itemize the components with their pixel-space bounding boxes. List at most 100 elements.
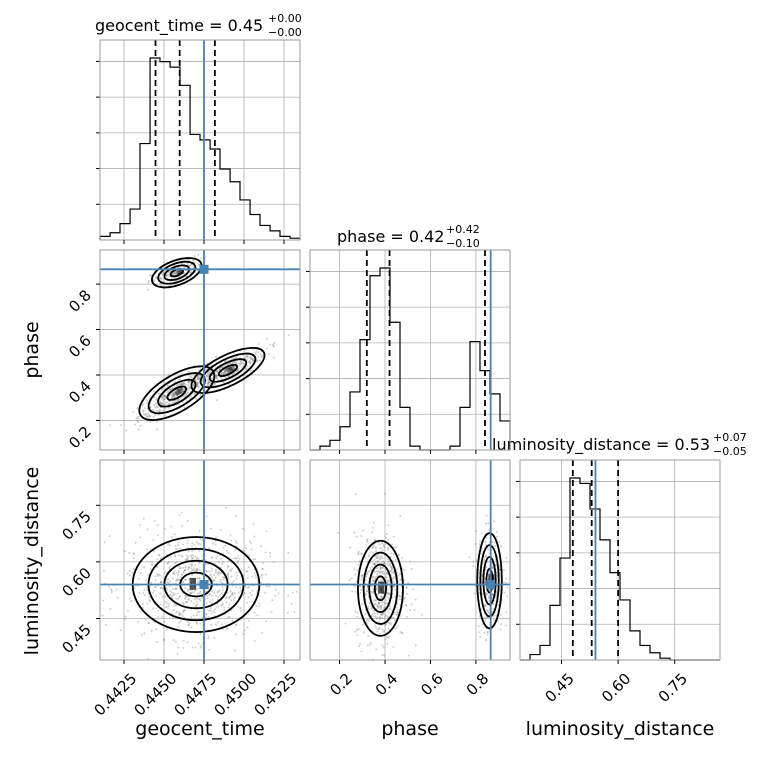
scatter-point-407 <box>141 606 144 609</box>
scatter-point-546 <box>264 551 267 554</box>
scatter-point-412 <box>160 396 163 399</box>
scatter-point-320 <box>187 381 190 384</box>
scatter-points <box>108 253 290 432</box>
scatter-point-606 <box>222 371 225 374</box>
scatter-point-198 <box>184 569 187 572</box>
scatter-point-894 <box>506 595 509 598</box>
scatter-point-478 <box>139 536 142 539</box>
scatter-point-453 <box>152 538 155 541</box>
scatter-point-501 <box>137 578 140 581</box>
scatter-point-832 <box>505 556 508 559</box>
scatter-point-75 <box>392 585 395 588</box>
scatter-point-70 <box>170 595 173 598</box>
scatter-point-790 <box>178 565 181 568</box>
scatter-point-536 <box>210 364 213 367</box>
scatter-point-255 <box>373 564 376 567</box>
xtick-label-geocent_time-2: 0.4475 <box>171 670 221 720</box>
scatter-point-423 <box>381 612 384 615</box>
scatter-point-162 <box>176 393 179 396</box>
scatter-point-136 <box>168 388 171 391</box>
scatter-point-702 <box>139 610 142 613</box>
scatter-point-724 <box>130 599 133 602</box>
scatter-point-64 <box>170 536 173 539</box>
scatter-point-323 <box>148 600 151 603</box>
scatter-point-135 <box>178 554 181 557</box>
scatter-point-653 <box>209 609 212 612</box>
scatter-point-82 <box>227 572 230 575</box>
scatter-point-589 <box>199 537 202 540</box>
scatter-point-326 <box>385 635 388 638</box>
ytick-label-luminosity_distance-0: 0.45 <box>58 621 94 657</box>
scatter-point-263 <box>146 399 149 402</box>
scatter-point-212 <box>367 606 370 609</box>
scatter-point-171 <box>208 372 211 375</box>
scatter-point-629 <box>194 603 197 606</box>
scatter-point-1 <box>232 557 235 560</box>
scatter-point-427 <box>142 517 145 520</box>
scatter-point-363 <box>157 410 160 413</box>
scatter-point-776 <box>243 629 246 632</box>
scatter-point-328 <box>108 585 111 588</box>
scatter-point-342 <box>139 572 142 575</box>
scatter-point-318 <box>212 542 215 545</box>
panel-phase-phase <box>306 249 511 454</box>
scatter-point-389 <box>175 389 178 392</box>
scatter-point-688 <box>227 366 230 369</box>
scatter-point-594 <box>392 585 395 588</box>
scatter-point-399 <box>159 574 162 577</box>
scatter-point-175 <box>383 601 386 604</box>
scatter-point-821 <box>479 635 482 638</box>
scatter-point-357 <box>136 416 139 419</box>
scatter-point-409 <box>184 383 187 386</box>
scatter-point-433 <box>163 572 166 575</box>
scatter-point-614 <box>260 355 263 358</box>
scatter-point-762 <box>480 581 483 584</box>
scatter-point-18 <box>372 580 375 583</box>
scatter-point-618 <box>131 571 134 574</box>
scatter-point-82 <box>167 403 170 406</box>
scatter-point-708 <box>480 607 483 610</box>
scatter-point-929 <box>165 275 168 278</box>
scatter-point-572 <box>197 598 200 601</box>
scatter-point-849 <box>166 273 169 276</box>
scatter-point-2 <box>187 623 190 626</box>
scatter-point-82 <box>377 579 380 582</box>
scatter-point-89 <box>368 602 371 605</box>
scatter-point-152 <box>381 592 384 595</box>
contour-1-1 <box>208 358 248 383</box>
scatter-point-475 <box>214 623 217 626</box>
scatter-point-97 <box>116 596 119 599</box>
scatter-point-523 <box>235 571 238 574</box>
scatter-point-268 <box>155 404 158 407</box>
scatter-point-33 <box>392 553 395 556</box>
scatter-point-561 <box>381 549 384 552</box>
scatter-point-387 <box>369 566 372 569</box>
contour-2-2 <box>157 260 197 285</box>
scatter-point-358 <box>166 561 169 564</box>
scatter-point-98 <box>153 390 156 393</box>
scatter-point-535 <box>208 371 211 374</box>
scatter-point-400 <box>190 554 193 557</box>
scatter-point-360 <box>360 578 363 581</box>
scatter-point-311 <box>178 390 181 393</box>
scatter-point-195 <box>216 554 219 557</box>
scatter-point-248 <box>196 381 199 384</box>
scatter-point-363 <box>380 596 383 599</box>
scatter-point-799 <box>493 541 496 544</box>
scatter-point-243 <box>164 414 167 417</box>
scatter-point-65 <box>390 617 393 620</box>
scatter-point-207 <box>167 578 170 581</box>
scatter-point-527 <box>199 644 202 647</box>
panel-geocent_time-geocent_time <box>96 39 301 244</box>
scatter-point-116 <box>377 601 380 604</box>
scatter-point-754 <box>492 602 495 605</box>
scatter-point-134 <box>177 543 180 546</box>
xtick-label-geocent_time-3: 0.4500 <box>211 670 261 720</box>
scatter-point-476 <box>249 591 252 594</box>
scatter-point-207 <box>146 415 149 418</box>
scatter-point-366 <box>197 377 200 380</box>
scatter-point-187 <box>191 574 194 577</box>
scatter-point-356 <box>174 401 177 404</box>
scatter-point-436 <box>151 563 154 566</box>
ytick-label-phase-2: 0.6 <box>65 332 95 362</box>
